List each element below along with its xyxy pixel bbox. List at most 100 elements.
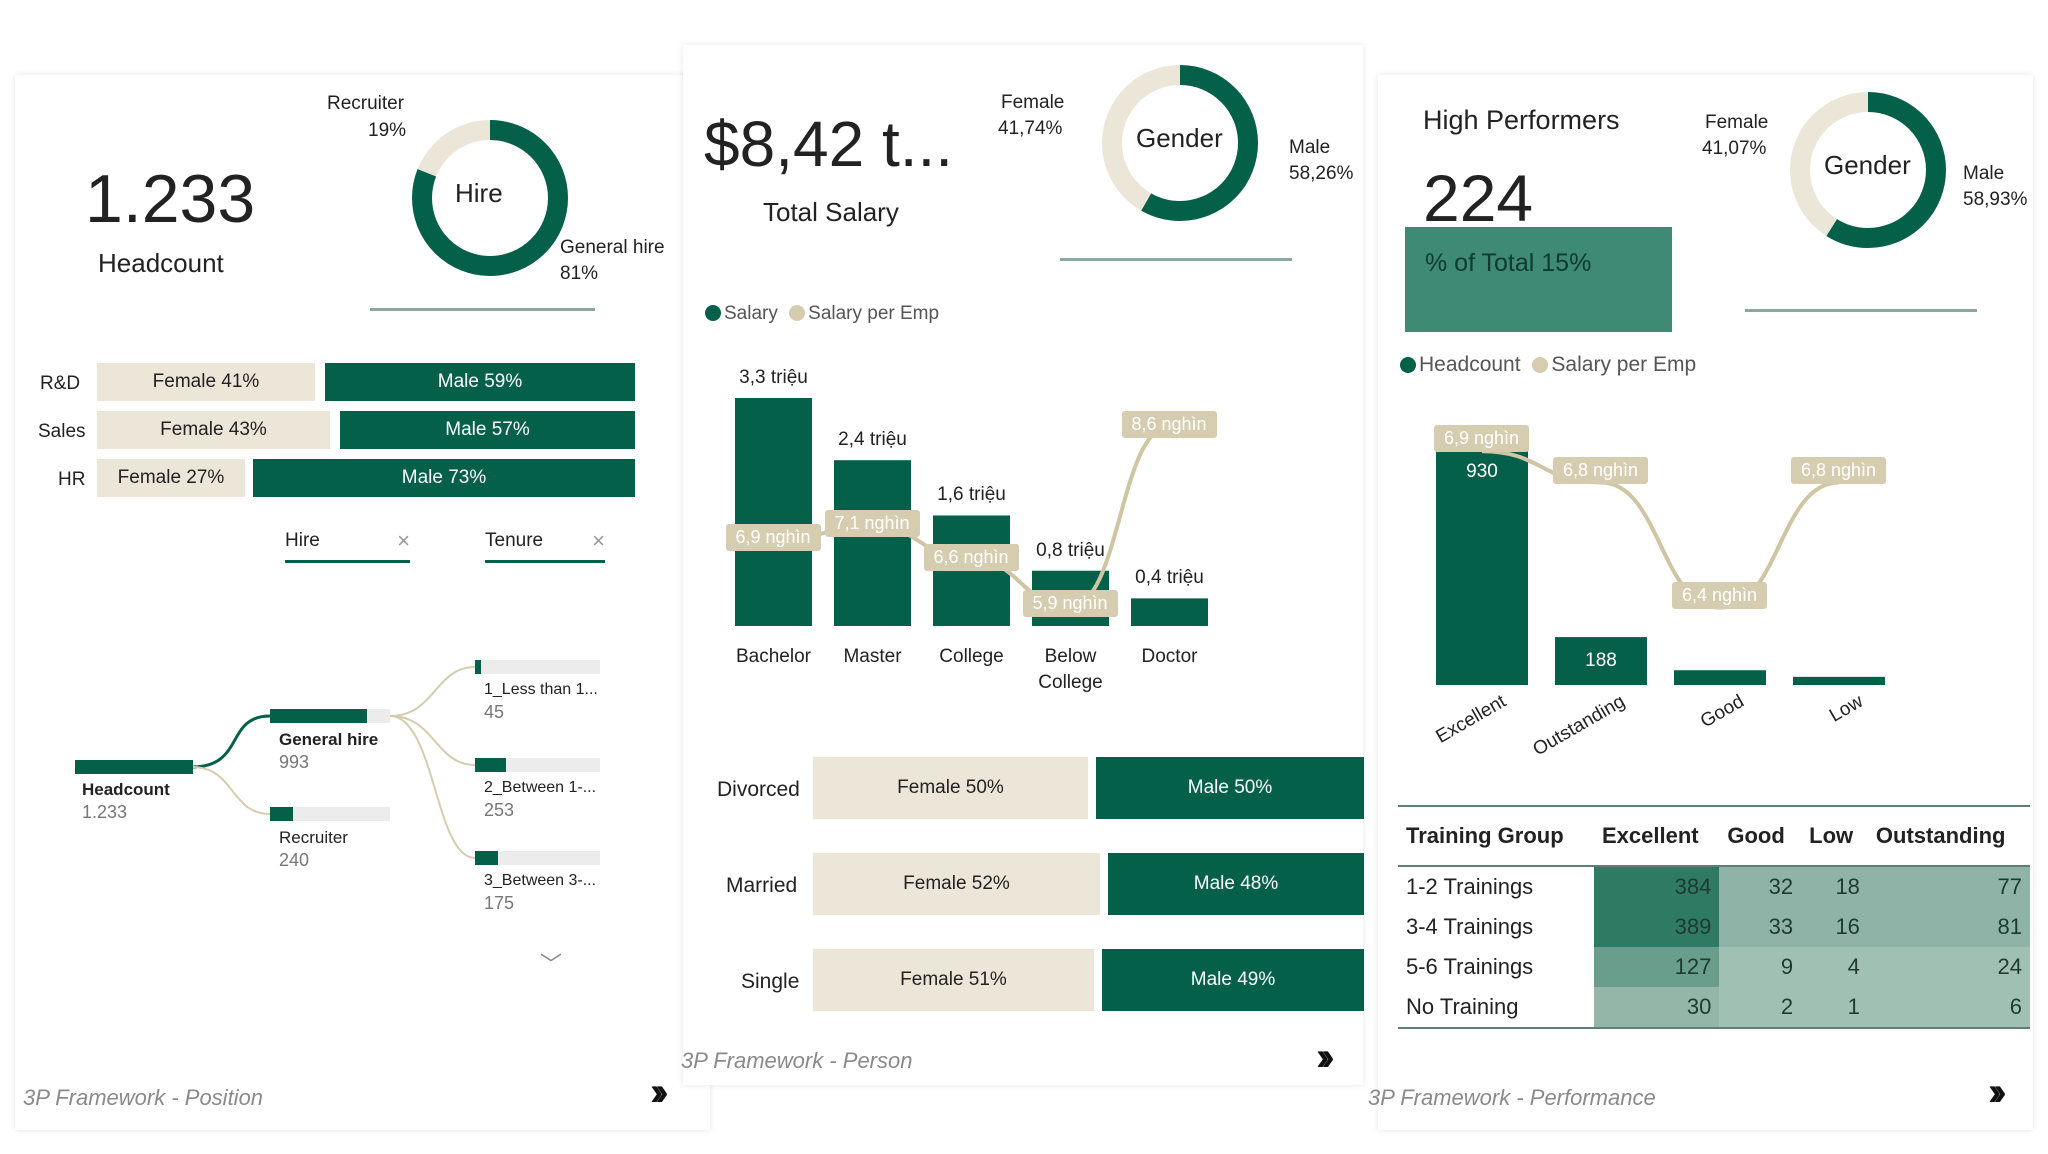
decomposition-tree-links (191, 666, 476, 859)
bar-data-label: 930 (1466, 461, 1498, 482)
total-salary-value: $8,42 t... (704, 108, 954, 180)
donut-female-pct: 41,07% (1702, 138, 1767, 159)
legend-headcount[interactable]: Headcount (1400, 353, 1521, 376)
legend-salary[interactable]: Salary (705, 303, 778, 324)
footer-label: 3P Framework - Person (681, 1048, 913, 1073)
bar-data-label: 0,4 triệu (1135, 567, 1204, 589)
tree-tenure2-track[interactable] (475, 758, 600, 772)
donut-male-label: Male (1963, 163, 2005, 184)
gender-donut-male-arc[interactable] (1102, 65, 1258, 221)
table-row[interactable]: 5-6 Trainings 127 9 4 24 (1398, 947, 2030, 987)
tree-root-label: Headcount (82, 780, 170, 799)
bar-doctor[interactable] (1131, 598, 1208, 626)
x-tick-label: Below College (1038, 646, 1103, 693)
footer-label: 3P Framework - Performance (1368, 1085, 1656, 1110)
chevron-down-icon[interactable]: ﹀ (540, 952, 563, 977)
value-cell: 33 (1719, 907, 1802, 947)
gender-donut[interactable] (1778, 80, 1958, 260)
headcount-label: Headcount (98, 248, 224, 278)
bar-low[interactable] (1793, 676, 1885, 685)
headcount-value: 1.233 (85, 161, 256, 237)
marital-male-bar[interactable]: Male 50% (1096, 757, 1364, 819)
double-chevron-right-icon[interactable]: ›› (650, 1070, 668, 1114)
donut-male-pct: 58,26% (1289, 163, 1354, 184)
close-icon[interactable]: × (397, 528, 410, 553)
donut-general-label: General hire (560, 237, 665, 258)
dept-male-bar[interactable]: Male 73% (253, 459, 635, 497)
marital-female-bar[interactable]: Female 51% (813, 949, 1094, 1011)
dept-female-bar[interactable]: Female 43% (97, 411, 330, 449)
double-chevron-right-icon[interactable]: ›› (1316, 1035, 1334, 1079)
gender-donut-center: Gender (1136, 123, 1223, 153)
salary-chart-legend: Salary Salary per Emp (705, 303, 939, 325)
tree-general-track[interactable] (270, 709, 390, 723)
bar-good[interactable] (1674, 670, 1766, 685)
x-tick-label: College (939, 646, 1004, 667)
value-cell: 4 (1801, 947, 1868, 987)
bar-excellent[interactable] (1436, 448, 1528, 685)
bar-bachelor[interactable] (735, 398, 812, 626)
tree-recruiter-track[interactable] (270, 807, 390, 821)
col-header[interactable]: Outstanding (1875, 823, 2006, 848)
value-cell: 30 (1594, 987, 1720, 1027)
tree-tenure3-value: 175 (484, 893, 515, 913)
dept-label-hr: HR (58, 469, 86, 490)
marital-female-bar[interactable]: Female 50% (813, 757, 1088, 819)
marital-male-bar[interactable]: Male 49% (1102, 949, 1364, 1011)
value-cell: 1 (1801, 987, 1868, 1027)
marital-male-bar[interactable]: Male 48% (1108, 853, 1364, 915)
donut-general-pct: 81% (560, 263, 599, 284)
dept-female-bar[interactable]: Female 27% (97, 459, 245, 497)
salary-by-education-chart: 3,3 triệu Bachelor 2,4 triệu Master 1,6 triệ… (683, 45, 1363, 745)
tree-filter-tenure[interactable]: Tenure × (485, 528, 605, 563)
value-cell: 389 (1594, 907, 1720, 947)
high-performers-value: 224 (1423, 161, 1534, 235)
table-row[interactable]: 1-2 Trainings 384 32 18 77 (1398, 866, 2030, 907)
close-icon[interactable]: × (592, 528, 605, 553)
performance-panel: High Performers 224 % of Total 15% Gende… (1368, 75, 2033, 1130)
row-label-cell: 3-4 Trainings (1406, 914, 1534, 939)
tree-general-label: General hire (279, 730, 379, 749)
chart-svg (1436, 448, 1885, 685)
salary-per-emp-line[interactable] (1481, 449, 1840, 610)
legend-salary-per-emp[interactable]: Salary per Emp (789, 303, 939, 324)
dept-male-bar[interactable]: Male 59% (325, 363, 635, 401)
dept-male-bar[interactable]: Male 57% (340, 411, 635, 449)
tree-tenure1-label: 1_Less than 1... (484, 681, 598, 698)
marital-label: Single (741, 970, 800, 993)
tree-root-bar[interactable] (75, 760, 193, 774)
hire-donut[interactable] (400, 108, 580, 288)
table-row[interactable]: 3-4 Trainings 389 33 16 81 (1398, 907, 2030, 947)
marital-female-bar[interactable]: Female 52% (813, 853, 1100, 915)
gender-donut-male-arc[interactable] (1790, 92, 1946, 248)
bar-master[interactable] (834, 460, 911, 626)
gender-donut[interactable] (1090, 53, 1270, 233)
value-cell: 6 (1867, 987, 2030, 1027)
tree-tenure1-track[interactable] (475, 660, 600, 674)
donut-female-label: Female (1705, 112, 1769, 133)
col-header[interactable]: Excellent (1602, 823, 1699, 848)
value-cell: 9 (1719, 947, 1802, 987)
x-tick-label: Bachelor (736, 646, 811, 667)
tree-tenure2-fill (475, 758, 507, 772)
donut-female-pct: 41,74% (998, 118, 1063, 139)
table-row[interactable]: No Training 30 2 1 6 (1398, 987, 2030, 1027)
tree-tenure2-label: 2_Between 1-... (484, 779, 597, 796)
double-chevron-right-icon[interactable]: ›› (1988, 1070, 2006, 1114)
tree-filter-tenure-label: Tenure (485, 530, 544, 551)
col-header[interactable]: Low (1809, 823, 1854, 848)
bar-outstanding[interactable] (1555, 637, 1647, 685)
col-header[interactable]: Good (1727, 823, 1785, 848)
dept-female-bar[interactable]: Female 41% (97, 363, 315, 401)
line-data-label: 6,4 nghìn (1672, 581, 1768, 609)
hire-donut-general-arc[interactable] (412, 120, 568, 276)
tree-root-value: 1.233 (82, 802, 128, 822)
legend-salary-per-emp[interactable]: Salary per Emp (1532, 353, 1696, 376)
tree-filter-hire[interactable]: Hire × (285, 528, 410, 563)
tree-tenure3-track[interactable] (475, 851, 600, 865)
high-performers-title: High Performers (1423, 105, 1620, 135)
donut-recruiter-pct: 19% (368, 120, 407, 141)
tree-tenure1-value: 45 (484, 702, 505, 722)
value-cell: 16 (1801, 907, 1868, 947)
col-header[interactable]: Training Group (1406, 823, 1564, 848)
